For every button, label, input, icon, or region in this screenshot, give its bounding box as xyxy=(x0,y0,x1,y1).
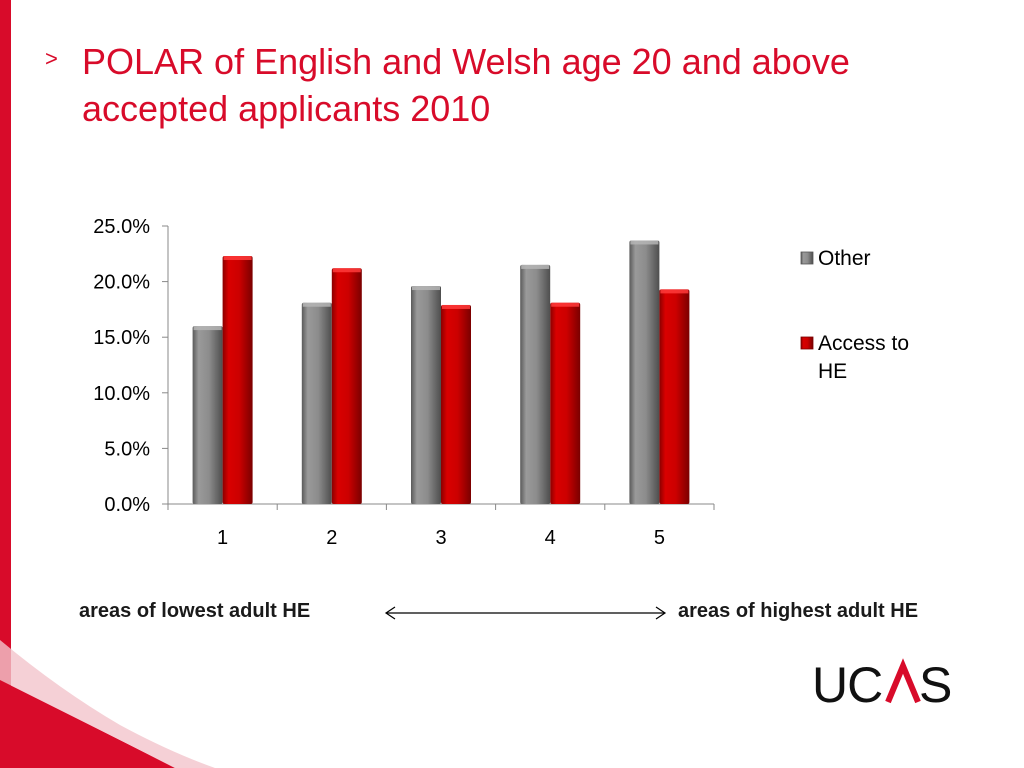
caption-lowest-adult-he: areas of lowest adult HE xyxy=(79,600,311,622)
double-arrow-icon xyxy=(384,606,667,620)
bar-access-to-he xyxy=(331,268,362,504)
y-tick-label: 15.0% xyxy=(93,327,150,349)
left-accent-stripe xyxy=(0,0,11,768)
bar-other xyxy=(301,302,332,504)
bar-access-to-he xyxy=(659,289,690,504)
y-tick-label: 5.0% xyxy=(104,438,150,460)
legend: Other Access to HE xyxy=(800,247,909,383)
bar-other xyxy=(629,240,660,504)
legend-item-access-to-he: Access to HE xyxy=(800,332,909,383)
svg-text:S: S xyxy=(919,658,952,710)
y-tick-label: 0.0% xyxy=(104,494,150,516)
slide-title: POLAR of English and Welsh age 20 and ab… xyxy=(82,41,850,129)
bar-other xyxy=(411,286,441,504)
legend-swatch xyxy=(800,336,814,350)
x-tick-label: 3 xyxy=(435,527,446,549)
title-marker: > xyxy=(45,46,58,71)
x-tick-label: 2 xyxy=(326,527,337,549)
bars xyxy=(192,240,690,504)
ucas-logo: UC S xyxy=(812,658,952,710)
legend-item-other: Other xyxy=(800,247,871,270)
y-tick-label: 25.0% xyxy=(93,216,150,238)
bar-other xyxy=(192,326,223,504)
svg-text:UC: UC xyxy=(812,658,882,710)
y-tick-label: 10.0% xyxy=(93,383,150,405)
legend-swatch xyxy=(800,251,814,265)
y-axis: 0.0% 5.0% 10.0% 15.0% 20.0% 25.0% xyxy=(93,216,169,516)
x-axis: 1 2 3 4 5 xyxy=(167,503,715,549)
bar-access-to-he xyxy=(550,302,581,504)
legend-label: Other xyxy=(818,247,871,270)
x-tick-label: 1 xyxy=(217,527,228,549)
caption-highest-adult-he: areas of highest adult HE xyxy=(678,600,919,622)
legend-label: Access to HE xyxy=(818,332,909,383)
x-tick-label: 4 xyxy=(545,527,556,549)
bar-access-to-he xyxy=(441,304,471,504)
y-tick-label: 20.0% xyxy=(93,272,150,294)
bar-other xyxy=(520,264,551,504)
bar-access-to-he xyxy=(222,256,253,504)
x-tick-label: 5 xyxy=(654,527,665,549)
